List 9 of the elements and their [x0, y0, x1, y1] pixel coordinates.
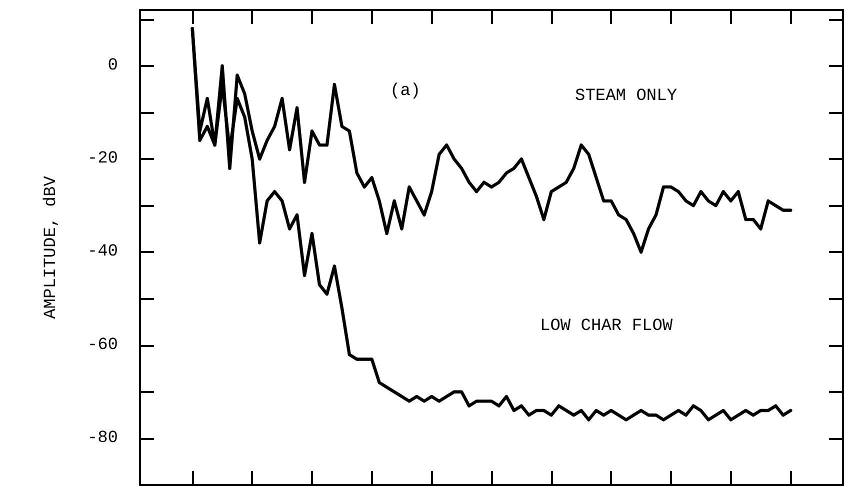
y-tick-label: -40	[87, 242, 118, 262]
y-tick-label: 0	[108, 56, 118, 76]
annotation: (a)	[390, 82, 421, 101]
annotation: STEAM ONLY	[575, 87, 678, 106]
y-tick-label: -60	[87, 336, 118, 355]
y-tick-label: -80	[87, 428, 118, 448]
annotation: LOW CHAR FLOW	[540, 317, 674, 336]
y-axis-title: AMPLITUDE, dBV	[42, 175, 61, 319]
y-tick-label: -20	[87, 150, 118, 169]
